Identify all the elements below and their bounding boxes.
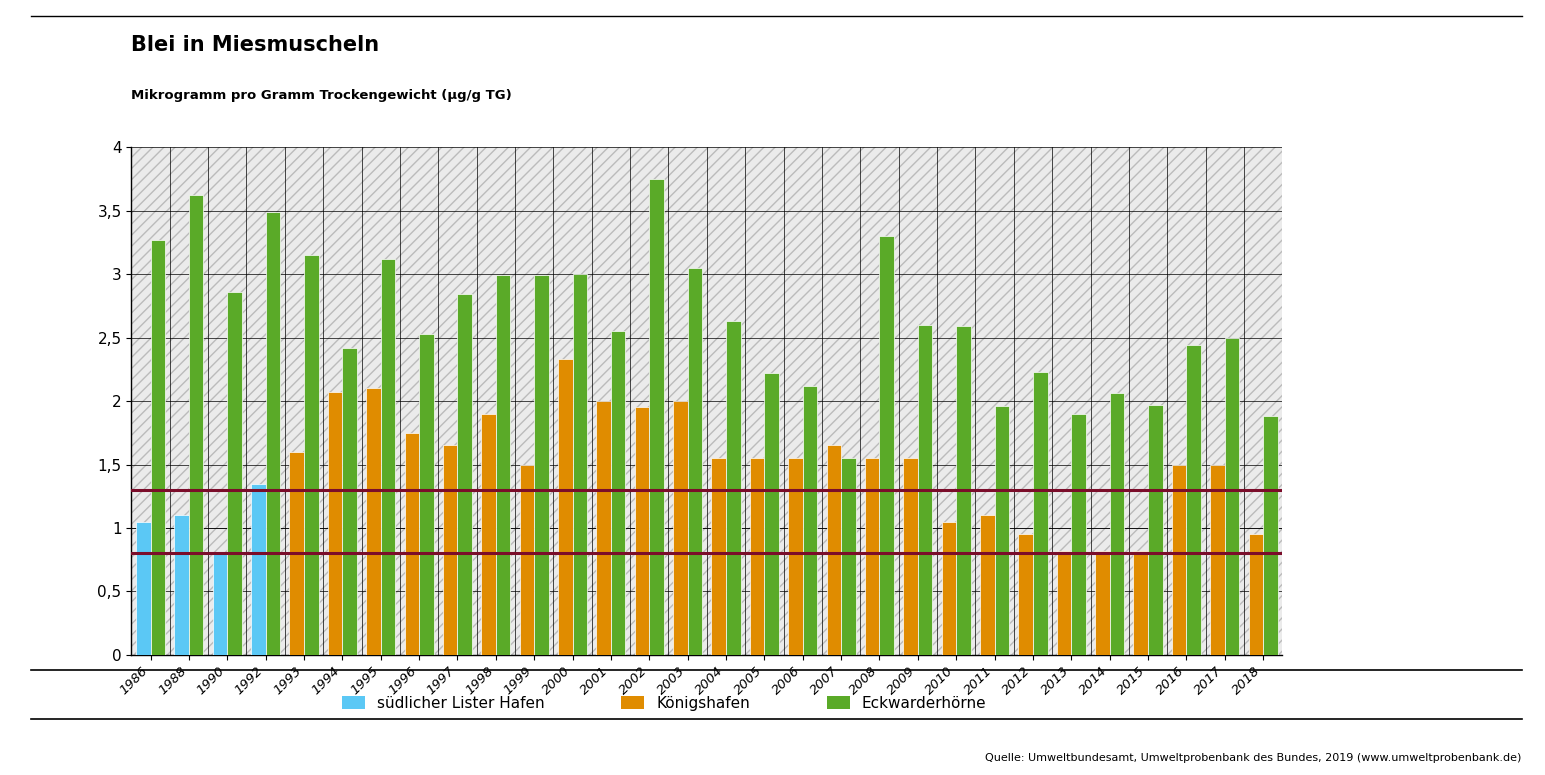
Bar <box>573 274 587 655</box>
Text: Mikrogramm pro Gramm Trockengewicht (μg/g TG): Mikrogramm pro Gramm Trockengewicht (μg/… <box>131 89 511 102</box>
Bar <box>1034 372 1048 655</box>
Bar <box>1210 464 1225 655</box>
Bar <box>904 458 918 655</box>
Text: Blei in Miesmuscheln: Blei in Miesmuscheln <box>131 35 380 55</box>
Bar <box>803 386 817 655</box>
Bar <box>227 292 243 655</box>
Bar <box>941 522 956 655</box>
Bar <box>1134 551 1148 655</box>
Bar <box>749 458 765 655</box>
Bar <box>610 331 626 655</box>
Bar <box>289 452 304 655</box>
Bar <box>266 212 280 655</box>
Bar <box>865 458 879 655</box>
Bar <box>726 321 740 655</box>
Text: Bereich
Hintergrund-
Konzentration
0,8-1,3 μg/g TG: Bereich Hintergrund- Konzentration 0,8-1… <box>1307 456 1423 525</box>
Bar <box>635 408 649 655</box>
Bar <box>1187 345 1200 655</box>
Bar <box>558 359 573 655</box>
Bar <box>405 432 419 655</box>
Bar <box>175 515 188 655</box>
Bar <box>1095 551 1109 655</box>
Bar <box>840 458 856 655</box>
Text: Quelle: Umweltbundesamt, Umweltprobenbank des Bundes, 2019 (www.umweltprobenbank: Quelle: Umweltbundesamt, Umweltprobenban… <box>986 753 1522 763</box>
Bar <box>457 294 473 655</box>
Bar <box>496 275 510 655</box>
Bar <box>596 401 610 655</box>
Bar <box>188 195 204 655</box>
Bar <box>343 348 357 655</box>
Bar <box>918 325 933 655</box>
Bar <box>1171 464 1187 655</box>
Bar <box>827 446 840 655</box>
Bar <box>1264 416 1278 655</box>
Bar <box>328 392 343 655</box>
Bar <box>304 255 318 655</box>
Bar <box>1148 405 1163 655</box>
Bar <box>250 484 266 655</box>
Legend: südlicher Lister Hafen, Königshafen, Eckwarderhörne: südlicher Lister Hafen, Königshafen, Eck… <box>337 690 992 717</box>
Bar <box>765 373 779 655</box>
Bar <box>480 414 496 655</box>
Bar <box>1248 534 1264 655</box>
Bar <box>688 268 703 655</box>
Bar <box>380 259 396 655</box>
Bar <box>419 334 434 655</box>
Bar <box>1109 394 1125 655</box>
Bar <box>443 446 457 655</box>
Bar <box>1057 551 1071 655</box>
Bar <box>1225 338 1239 655</box>
Bar <box>956 326 970 655</box>
Bar <box>879 236 895 655</box>
Bar <box>366 388 380 655</box>
Bar <box>136 522 150 655</box>
Bar <box>519 464 535 655</box>
Bar <box>1071 414 1086 655</box>
Bar <box>649 179 664 655</box>
Bar <box>535 275 548 655</box>
Bar <box>788 458 803 655</box>
Bar <box>980 515 995 655</box>
Bar <box>995 406 1009 655</box>
Bar <box>213 553 227 655</box>
Bar <box>711 458 726 655</box>
Bar <box>150 240 165 655</box>
Bar <box>1018 534 1034 655</box>
Bar <box>674 401 688 655</box>
